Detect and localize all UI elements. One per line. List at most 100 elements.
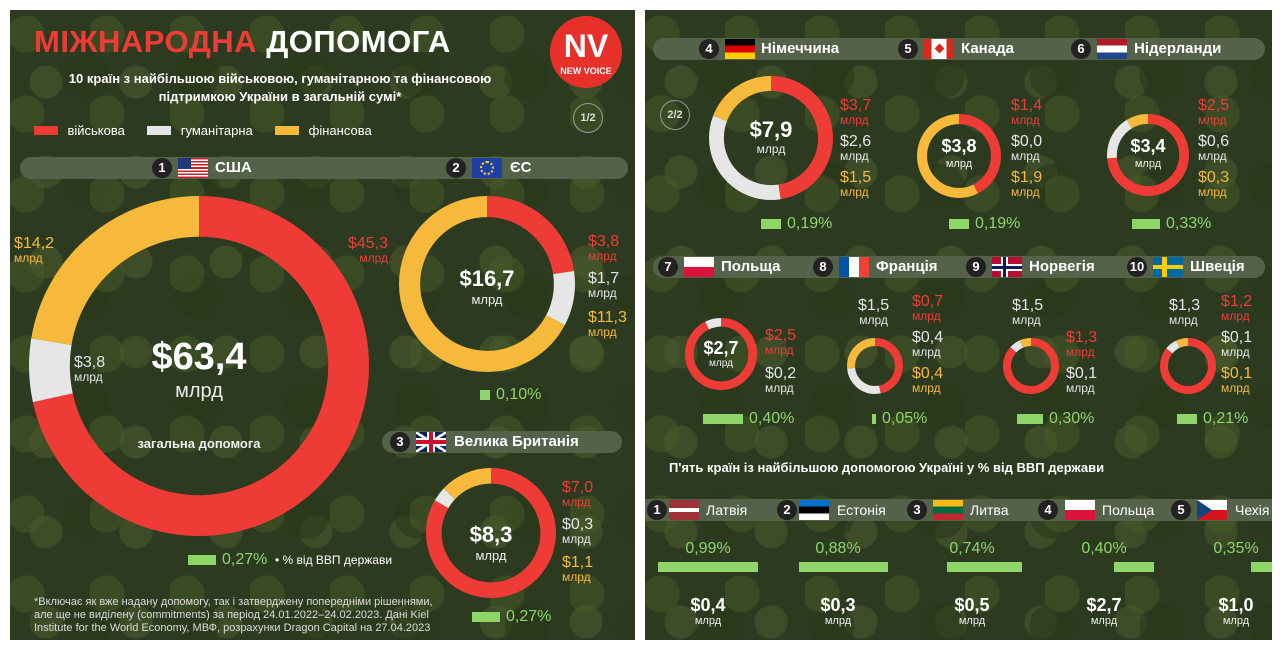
top5-gdp-value: 0,74% [949, 540, 995, 557]
gdp-swatch [472, 611, 500, 622]
gdp-swatch [872, 413, 876, 424]
top5-unit: млрд [824, 615, 852, 627]
footnote-line-1: *Включає як вже надану допомогу, так і з… [34, 596, 433, 608]
legend: військова гуманітарна фінансова [34, 122, 372, 138]
unit: млрд [1011, 113, 1040, 127]
netherlands-gdp: 0,33% [1132, 215, 1211, 233]
top5-gdp-value: 0,88% [815, 540, 861, 557]
netherlands-financial-label: $0,3 млрд [1198, 170, 1229, 199]
donut-segment-financial [847, 338, 903, 394]
top5-gdp-value: 0,99% [685, 540, 731, 557]
gdp-value: 0,19% [975, 215, 1021, 232]
country-name: Франція [876, 258, 938, 275]
country-name: ЄС [510, 159, 532, 176]
country-name: Норвегія [1029, 258, 1095, 275]
gdp-value: 0,40% [749, 410, 795, 427]
top5-unit: млрд [1222, 615, 1250, 627]
rank-badge: 3 [390, 432, 410, 452]
unit: млрд [840, 149, 869, 163]
donut-segment-humanitarian [847, 338, 903, 394]
rank-badge: 7 [658, 257, 678, 277]
uk-flag-icon [416, 432, 446, 452]
subtitle-line-1: 10 країн з найбільшою військовою, гумані… [68, 71, 492, 86]
donut-segment-humanitarian [685, 318, 757, 390]
sweden-total-label: $1,3 млрд [1169, 298, 1200, 327]
donut-norway [1003, 338, 1059, 394]
value: $1,5 [1012, 297, 1044, 314]
top5-title: П'ять країн із найбільшою допомогою Укра… [669, 460, 1105, 475]
rank-badge: 5 [898, 39, 918, 59]
donut-segment-financial [1160, 338, 1216, 394]
unit: млрд [1012, 313, 1041, 327]
donut-total: $2,7 [703, 338, 739, 358]
top5-total: $2,7 [1086, 595, 1122, 615]
country-name: Естонія [837, 502, 886, 518]
germany-humanitarian-label: $2,6 млрд [840, 134, 871, 163]
value: $0,1 [1221, 365, 1253, 382]
uk-military-label: $7,0 млрд [562, 480, 593, 509]
unit: млрд [1198, 113, 1227, 127]
value: $14,2 [14, 235, 55, 252]
footnote: *Включає як вже надану допомогу, так і з… [34, 596, 433, 635]
value: $2,5 [765, 327, 797, 344]
donut-germany [709, 76, 833, 200]
unit: млрд [74, 370, 103, 384]
czech-triangle [1197, 500, 1212, 520]
donut-unit: млрд [945, 158, 973, 170]
france-financial-label: $0,4 млрд [912, 366, 943, 395]
germany-flag-icon [725, 39, 755, 59]
subtitle: 10 країн з найбільшою військовою, гумані… [30, 70, 530, 106]
unit: млрд [1221, 309, 1250, 323]
poland-gdp: 0,40% [703, 410, 794, 428]
eu-flag-icon [472, 158, 502, 178]
top5-total: $0,5 [954, 595, 990, 615]
legend-swatch-financial [275, 126, 300, 136]
top5-unit: млрд [1090, 615, 1118, 627]
legend-label-financial: фінансова [308, 123, 372, 139]
rank-badge: 2 [777, 500, 797, 520]
donut-total: $7,9 [749, 117, 793, 142]
donut-segment-financial [399, 196, 575, 372]
top5-unit: млрд [694, 615, 722, 627]
rank-badge: 4 [1038, 500, 1058, 520]
donut-segment-humanitarian [29, 196, 369, 536]
sweden-financial-label: $0,1 млрд [1221, 366, 1252, 395]
unit: млрд [1066, 345, 1095, 359]
donut-france [847, 338, 903, 394]
country-name: США [215, 159, 252, 176]
rank-badge: 6 [1071, 39, 1091, 59]
sweden-humanitarian-label: $0,1 млрд [1221, 330, 1252, 359]
donut-canada [917, 114, 1001, 198]
value: $0,1 [1066, 365, 1098, 382]
gdp-swatch [188, 554, 216, 565]
donut-total: $8,3 [469, 522, 513, 547]
value: $1,5 [858, 297, 890, 314]
unit: млрд [1169, 313, 1198, 327]
top5-unit: млрд [958, 615, 986, 627]
canada-military-label: $1,4 млрд [1011, 98, 1042, 127]
donut-netherlands [1107, 114, 1189, 196]
maple-leaf [934, 43, 945, 54]
donut-poland [685, 318, 757, 390]
latvia-flag-icon [669, 500, 699, 520]
top5-total: $0,4 [690, 595, 726, 615]
unit: млрд [588, 325, 617, 339]
country-name: Латвія [706, 502, 748, 518]
donut-total: $16,7 [459, 266, 515, 291]
donut-segment-financial [709, 76, 833, 200]
usa-gdp: 0,27% [188, 551, 267, 569]
value: $1,9 [1011, 169, 1043, 186]
gdp-legend: • % від ВВП держави [275, 553, 393, 567]
eu-stars [480, 161, 494, 175]
gdp-swatch [949, 218, 969, 229]
country-name: Канада [961, 40, 1014, 57]
donut-segment-humanitarian [1107, 114, 1189, 196]
unit: млрд [1198, 185, 1227, 199]
gdp-value: 0,27% [506, 608, 552, 625]
value: $3,8 [74, 354, 106, 371]
top5-total: $1,0 [1218, 595, 1254, 615]
unit: млрд [912, 309, 941, 323]
gdp-swatch [761, 218, 781, 229]
gdp-swatch [1132, 218, 1160, 229]
poland-military-label: $2,5 млрд [765, 328, 796, 357]
